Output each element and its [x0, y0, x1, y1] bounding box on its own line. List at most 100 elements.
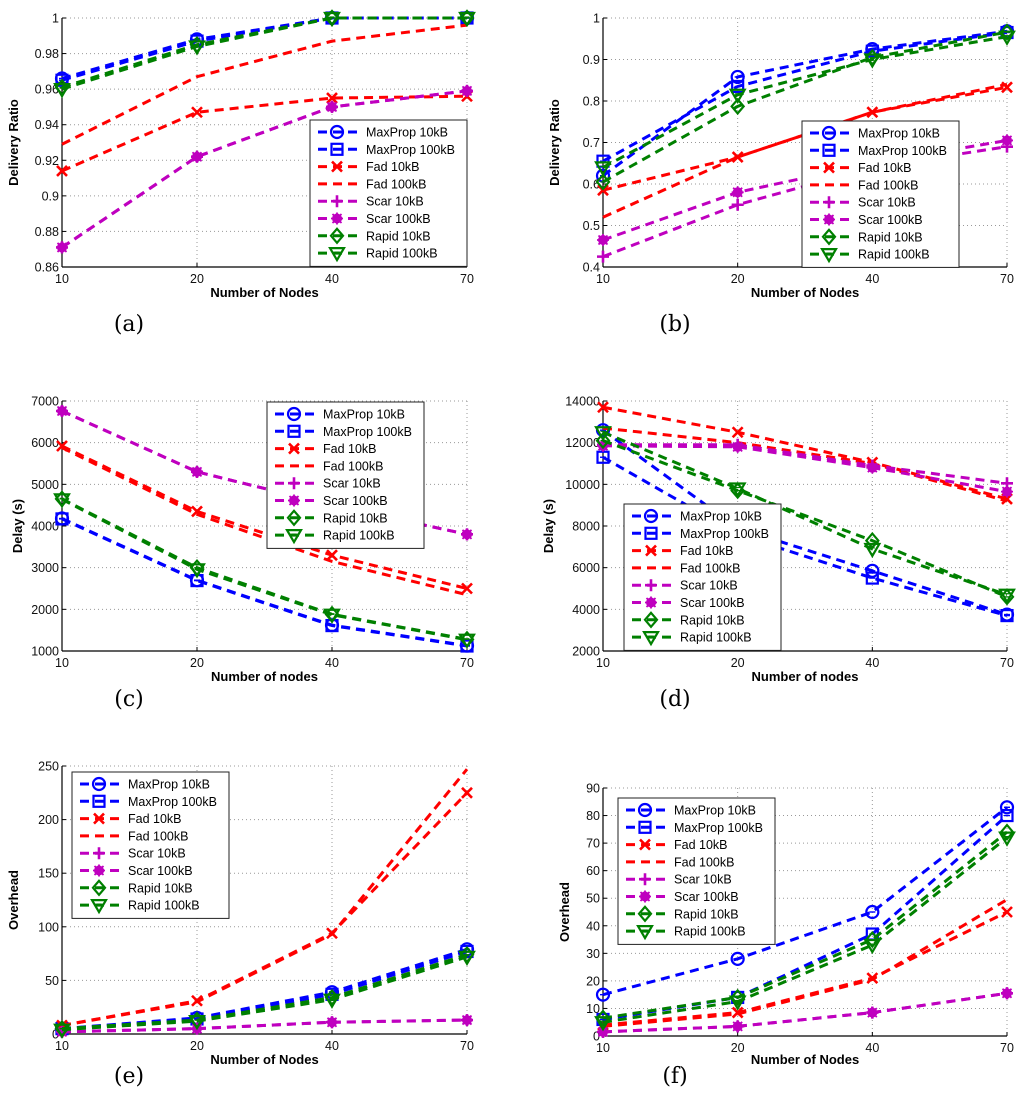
legend-item-scar-10kb: Scar 10kB [632, 579, 738, 593]
legend: MaxProp 10kB MaxProp 100kB Fad 10kB Fad 100… [266, 401, 425, 549]
legend-square-marker [638, 820, 652, 834]
x-tick-label: 70 [1000, 272, 1014, 286]
y-tick-label: 0.4 [583, 261, 600, 275]
y-axis-title: Delay (s) [541, 499, 556, 553]
legend-item-maxprop-10kb: MaxProp 10kB [632, 508, 762, 524]
series-rapid-100kb [594, 30, 1016, 177]
legend-item-scar-10kb: Scar 10kB [810, 196, 916, 210]
data-point-asterisk-marker [461, 84, 473, 97]
y-tick-label: 60 [586, 864, 600, 878]
legend-plus-marker [823, 196, 835, 209]
chart-a-svg: 0.86 0.88 0.9 0.92 0.94 0.96 0.98 1 10 20 40 70 Numb… [6, 9, 476, 300]
series-maxprop-10kb [595, 800, 1015, 1002]
series-line [61, 23, 468, 146]
legend-diamond-marker [821, 228, 837, 246]
series-maxprop-100kb [55, 11, 474, 87]
series-line [602, 430, 1008, 597]
legend-item-fad-10kb: Fad 10kB [80, 812, 182, 826]
legend-label: Fad 100kB [128, 829, 188, 843]
data-point-triangle-down-marker [728, 995, 747, 1011]
data-point-asterisk-marker [866, 1006, 879, 1019]
legend-label: MaxProp 10kB [128, 778, 210, 792]
data-point-asterisk-marker [56, 241, 68, 254]
y-tick-label: 20 [586, 974, 600, 988]
series-line [602, 444, 1008, 494]
legend-label: MaxProp 10kB [858, 127, 940, 141]
legend-item-fad-100kb: Fad 100kB [626, 855, 734, 869]
y-tick-label: 80 [586, 809, 600, 823]
caption-c: (c) [114, 687, 144, 712]
legend-plus-marker [331, 195, 343, 208]
legend-label: Fad 100kB [323, 459, 383, 473]
legend: MaxProp 10kB MaxProp 100kB Fad 10kB Fad 100… [623, 503, 782, 651]
series-fad-100kb [61, 23, 468, 146]
series-line [603, 443, 1008, 485]
data-point-triangle-down-marker [594, 1016, 612, 1032]
series-scar-10kb [597, 987, 1013, 1038]
legend-item-maxprop-100kb: MaxProp 100kB [810, 143, 947, 158]
data-point-circle-marker [865, 563, 880, 578]
y-tick-label: 100 [38, 920, 59, 934]
legend-square-marker [287, 424, 301, 438]
y-tick-label: 0.94 [35, 118, 59, 132]
data-point-triangle-down-marker [998, 30, 1016, 46]
chart-d-svg: 2000 4000 6000 8000 10000 12000 14000 10 20 40 70 N… [541, 395, 1016, 684]
legend-item-scar-100kb: Scar 100kB [275, 494, 388, 508]
series-line [602, 30, 1008, 184]
data-point-square-marker [865, 571, 879, 585]
legend-label: Scar 10kB [858, 196, 916, 210]
y-tick-label: 0.9 [42, 189, 59, 203]
x-tick-label: 40 [865, 656, 879, 670]
x-axis-title: Number of Nodes [751, 285, 859, 300]
series-fad-100kb [602, 898, 1008, 1028]
legend-label: Rapid 100kB [128, 899, 200, 913]
x-tick-label: 10 [55, 1039, 69, 1053]
legend-item-fad-100kb: Fad 100kB [810, 178, 918, 192]
series-line [61, 955, 468, 1032]
series-line [61, 950, 468, 1031]
legend-item-maxprop-100kb: MaxProp 100kB [80, 794, 217, 809]
series-line [602, 836, 1008, 1024]
chart-panel-a: 0.86 0.88 0.9 0.92 0.94 0.96 0.98 1 10 20 40 70 Numb… [0, 0, 512, 371]
legend-item-rapid-100kb: Rapid 100kB [275, 529, 395, 545]
legend-item-fad-10kb: Fad 10kB [626, 838, 728, 852]
legend-item-fad-10kb: Fad 10kB [275, 442, 377, 456]
x-tick-label: 20 [190, 272, 204, 286]
y-tick-label: 0.5 [583, 219, 600, 233]
y-tick-label: 1 [593, 12, 600, 26]
legend-asterisk-marker [645, 596, 657, 609]
legend-item-scar-100kb: Scar 100kB [632, 596, 745, 610]
legend-diamond-marker [637, 905, 653, 923]
data-point-triangle-down-marker [458, 633, 476, 649]
series-line [61, 498, 468, 642]
x-tick-label: 10 [55, 656, 69, 670]
data-point-triangle-down-marker [53, 493, 71, 509]
legend: MaxProp 10kB MaxProp 100kB Fad 10kB Fad 100… [309, 119, 468, 267]
series-line [61, 446, 468, 597]
legend-x-marker [823, 161, 835, 174]
y-tick-label: 0.8 [583, 95, 600, 109]
data-point-asterisk-marker [597, 1025, 609, 1038]
x-tick-label: 10 [55, 272, 69, 286]
chart-panel-d: 2000 4000 6000 8000 10000 12000 14000 10 20 40 70 N… [512, 371, 1024, 742]
data-point-x-marker [1001, 906, 1013, 918]
legend-label: Rapid 100kB [680, 631, 752, 645]
legend-item-rapid-100kb: Rapid 100kB [632, 631, 752, 647]
series-scar-100kb [597, 987, 1013, 1038]
y-tick-label: 0.7 [583, 136, 600, 150]
chart-b-svg: 0.4 0.5 0.6 0.7 0.8 0.9 1 10 20 40 70 Number of Nod… [547, 12, 1016, 300]
x-tick-label: 20 [731, 656, 745, 670]
x-tick-label: 40 [325, 1039, 339, 1053]
data-point-circle-marker [595, 987, 611, 1002]
data-point-triangle-down-marker [323, 11, 341, 28]
series-line [602, 31, 1008, 163]
data-point-triangle-down-marker [594, 161, 612, 177]
series-line [61, 16, 467, 91]
legend-asterisk-marker [93, 864, 105, 877]
legend-triangle-down-marker [636, 925, 654, 941]
data-point-asterisk-marker [866, 461, 879, 474]
legend-label: Rapid 10kB [674, 907, 739, 921]
legend-label: Scar 10kB [680, 579, 738, 593]
legend-label: Rapid 10kB [680, 613, 745, 627]
chart-c-svg: 1000 2000 3000 4000 5000 6000 7000 10 20 40 70 Numb… [10, 395, 476, 684]
